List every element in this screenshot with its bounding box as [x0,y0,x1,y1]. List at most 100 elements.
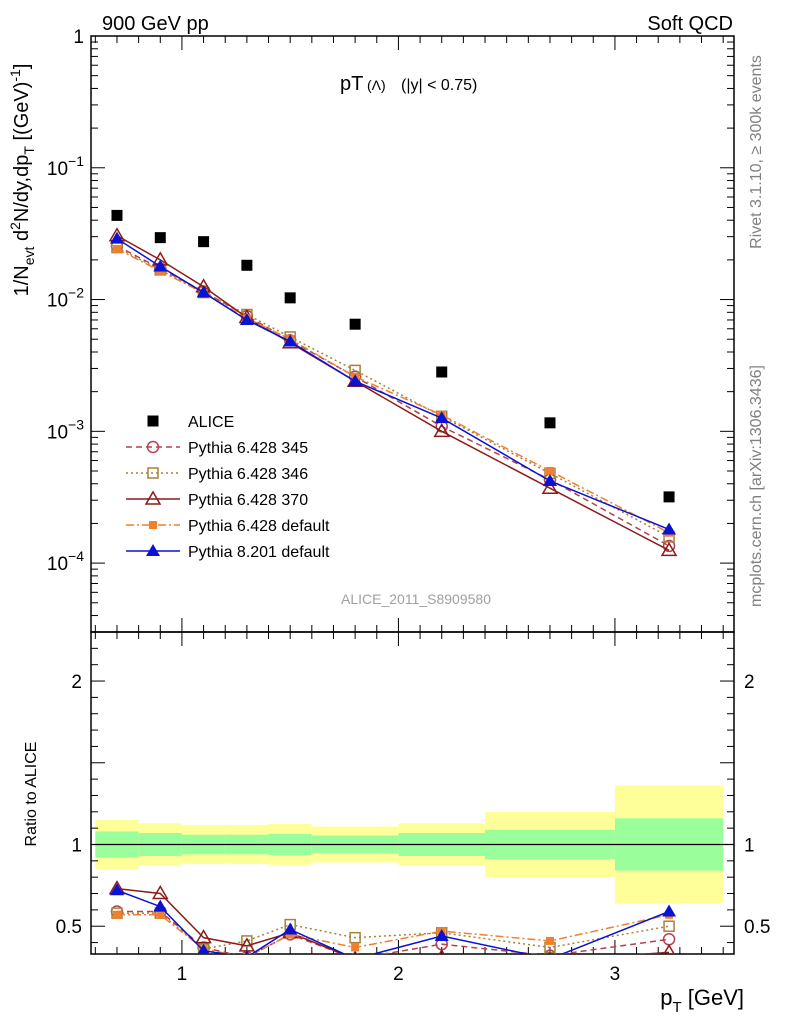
y-ticks-main: 1 10−1 10−2 10−3 10−4 [47,27,734,633]
y-tick-label-ratio: 2 [71,672,82,693]
point-p8def [662,522,677,535]
ratio-point-p8def [244,950,250,954]
y-tick-label-main: 10−1 [47,153,84,180]
x-tick-label: 3 [610,964,621,985]
plot-title-sub: (Λ) [367,77,386,93]
header-right: Soft QCD [647,13,733,35]
y-tick-label-ratio-right: 2 [744,672,755,693]
point-p8def [196,285,211,298]
x-tick-label: 2 [393,964,404,985]
y-tick-label-ratio-right: 0.5 [744,917,770,938]
legend-marker [147,467,159,479]
ratio-point-p8def [548,951,552,954]
ratio-point-p345 [351,952,360,954]
point-alice [154,232,166,244]
y-tick-label-ratio: 0.5 [56,917,82,938]
point-p8def [434,411,449,424]
y-tick-label-main: 1 [73,27,84,48]
legend-marker [149,521,157,529]
plot-title: pT (Λ) (|y| < 0.75) [340,73,477,95]
y-tick-label-ratio-right: 1 [744,835,755,856]
ratio-point-p6def [351,943,360,952]
point-alice [198,236,210,248]
point-p8def [153,259,168,272]
point-p6def [112,244,121,253]
point-p8def [542,473,557,486]
main-plot-area: 1 10−1 10−2 10−3 10−4 [47,27,734,633]
legend-marker [144,490,162,505]
legend-label: Pythia 6.428 370 [188,492,308,509]
y-axis-label-ratio: Ratio to ALICE [23,742,40,847]
plot-title-cond: (|y| < 0.75) [401,77,477,94]
ratio-frame [90,631,735,955]
y-ticks-ratio: 0.5 0.5 1 1 2 2 [56,647,770,944]
legend: ALICE Pythia 6.428 345 Pythia 6.428 346 Pyt… [126,414,330,561]
svg-text:pT [GeV]: pT [GeV] [660,985,744,1016]
legend-entry: Pythia 6.428 345 [126,440,308,457]
legend-marker [146,544,160,556]
y-tick-label-main: 10−2 [47,285,84,312]
ratio-point-p370 [195,929,212,944]
ratio-point-p346 [349,931,361,944]
point-p8def [283,334,298,347]
point-p370 [433,422,451,438]
y-tick-label-main: 10−3 [47,416,84,443]
point-alice [544,417,556,429]
point-alice [111,209,123,221]
ratio-line-p6def [116,914,670,954]
ratio-point-p8def [283,922,298,935]
ratio-point-p8def [353,951,357,954]
ratio-point-p370 [663,943,675,954]
ratio-point-p6def [545,936,554,945]
ratio-point-p8def [662,904,677,917]
ratio-point-p6def [112,910,121,919]
legend-entry: Pythia 6.428 default [126,518,330,535]
x-tick-label: 1 [177,964,188,985]
mcplots-label: mcplots.cern.ch [arXiv:1306.3436] [748,365,765,607]
x-axis-label: pT [GeV] [660,985,744,1016]
ratio-point-p6def [156,910,165,919]
ratio-series-p8def [109,883,677,954]
ratio-point-p8def [434,929,449,942]
ratio-point-p346 [663,920,675,932]
ratio-series-p345 [110,905,676,954]
x-ticks-main [94,36,724,632]
point-alice [241,259,253,271]
series-p8def [109,231,677,535]
point-p6def [545,466,554,475]
ratio-line-p346 [116,912,670,950]
legend-label: Pythia 6.428 346 [188,466,308,483]
series-alice [111,209,675,503]
ratio-point-p8def [197,943,210,954]
plot-title-main: pT [340,73,363,95]
ratio-point-p8def [109,883,124,896]
svg-text:1/Nevt d2N/dy,dpT [(GeV)-1]: 1/Nevt d2N/dy,dpT [(GeV)-1] [7,64,37,297]
point-alice [349,318,361,330]
legend-entry: ALICE [147,414,234,431]
series-line-p345 [116,245,670,547]
y-tick-label-ratio: 1 [71,835,82,856]
legend-marker [146,440,160,454]
point-p8def [348,374,363,387]
series-line-p8def [116,237,670,531]
analysis-id: ALICE_2011_S8909580 [341,591,491,607]
rivet-label: Rivet 3.1.10, ≥ 300k events [748,55,765,249]
legend-label: ALICE [188,414,234,431]
ratio-point-p370 [151,885,169,900]
legend-entry: Pythia 6.428 370 [126,490,308,509]
point-alice [284,292,296,304]
point-p370 [660,541,678,557]
y-tick-label-main: 10−4 [47,548,84,575]
legend-entry: Pythia 8.201 default [126,544,330,561]
legend-entry: Pythia 6.428 346 [126,466,308,483]
ratio-point-p370 [548,952,552,954]
y-axis-label-main: 1/Nevt d2N/dy,dpT [(GeV)-1] [7,64,37,297]
point-p8def [239,312,254,325]
legend-label: Pythia 6.428 345 [188,440,308,457]
main-frame [90,35,735,633]
legend-label: Pythia 8.201 default [188,544,330,561]
point-p8def [109,231,124,244]
point-p345 [662,539,676,553]
legend-marker [147,415,159,427]
